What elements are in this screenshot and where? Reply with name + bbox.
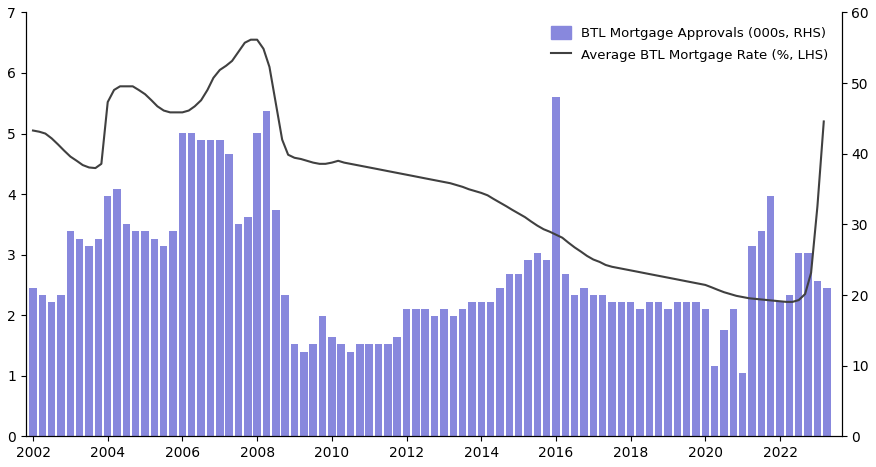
Bar [385,345,392,436]
Bar [67,232,74,436]
Bar [179,133,187,436]
Bar [627,302,634,436]
Bar [505,274,513,436]
Bar [113,189,121,436]
Bar [795,253,802,436]
Bar [739,373,746,436]
Bar [748,246,756,436]
Bar [590,295,597,436]
Bar [543,260,550,436]
Bar [580,288,588,436]
Bar [244,217,251,436]
Bar [562,274,569,436]
Bar [309,345,317,436]
Bar [477,302,485,436]
Bar [393,338,401,436]
Bar [431,316,438,436]
Bar [618,302,625,436]
Legend: BTL Mortgage Approvals (000s, RHS), Average BTL Mortgage Rate (%, LHS): BTL Mortgage Approvals (000s, RHS), Aver… [544,19,835,69]
Bar [440,309,448,436]
Bar [412,309,420,436]
Bar [487,302,494,436]
Bar [449,316,457,436]
Bar [132,232,139,436]
Bar [758,232,765,436]
Bar [776,302,784,436]
Bar [188,133,195,436]
Bar [225,154,233,436]
Bar [95,239,102,436]
Bar [48,302,55,436]
Bar [664,309,672,436]
Bar [767,196,774,436]
Bar [683,302,690,436]
Bar [655,302,662,436]
Bar [357,345,364,436]
Bar [319,316,326,436]
Bar [281,295,289,436]
Bar [533,253,541,436]
Bar [123,224,131,436]
Bar [57,295,65,436]
Bar [524,260,532,436]
Bar [300,352,307,436]
Bar [375,345,382,436]
Bar [459,309,466,436]
Bar [151,239,159,436]
Bar [160,246,167,436]
Bar [207,140,214,436]
Bar [235,224,242,436]
Bar [253,133,261,436]
Bar [347,352,354,436]
Bar [291,345,298,436]
Bar [608,302,616,436]
Bar [197,140,205,436]
Bar [337,345,345,436]
Bar [403,309,410,436]
Bar [365,345,373,436]
Bar [804,253,812,436]
Bar [571,295,578,436]
Bar [692,302,700,436]
Bar [786,295,793,436]
Bar [646,302,653,436]
Bar [104,196,111,436]
Bar [552,97,560,436]
Bar [141,232,149,436]
Bar [814,281,821,436]
Bar [720,330,728,436]
Bar [263,111,270,436]
Bar [599,295,606,436]
Bar [421,309,429,436]
Bar [702,309,709,436]
Bar [468,302,476,436]
Bar [76,239,83,436]
Bar [328,338,336,436]
Bar [169,232,177,436]
Bar [216,140,223,436]
Bar [674,302,681,436]
Bar [711,366,718,436]
Bar [730,309,737,436]
Bar [29,288,37,436]
Bar [636,309,644,436]
Bar [496,288,504,436]
Bar [85,246,93,436]
Bar [39,295,46,436]
Bar [823,288,830,436]
Bar [515,274,522,436]
Bar [272,210,279,436]
